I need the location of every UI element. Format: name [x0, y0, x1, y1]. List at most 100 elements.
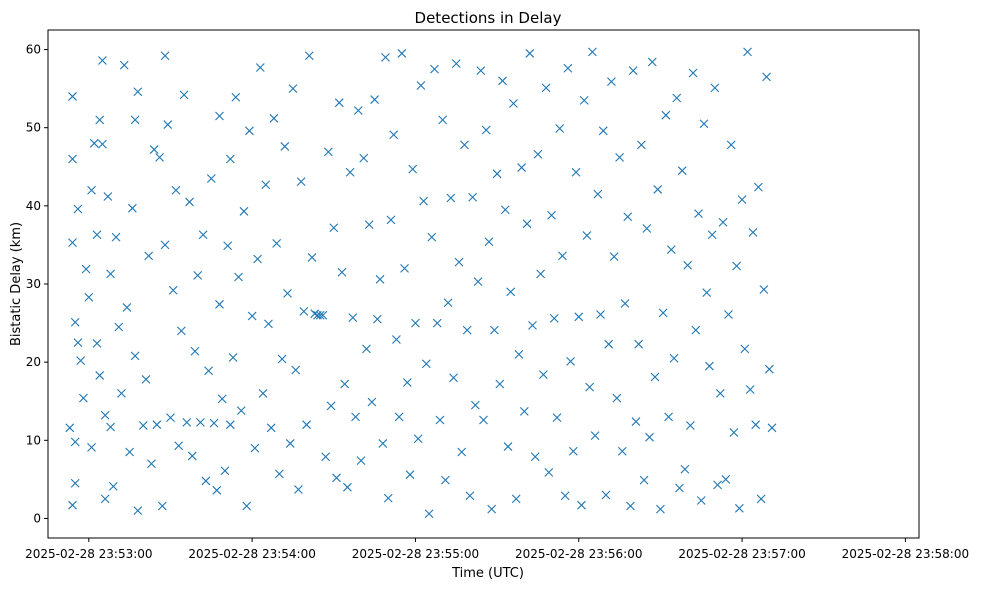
data-point-marker — [617, 446, 627, 456]
data-point-marker — [402, 378, 412, 387]
data-point-marker — [577, 500, 586, 510]
data-point-marker — [258, 389, 268, 398]
data-point-marker — [367, 397, 377, 407]
data-point-marker — [130, 351, 140, 361]
data-point-marker — [634, 339, 644, 349]
data-point-marker — [672, 93, 682, 103]
data-point-marker — [416, 81, 426, 90]
data-point-marker — [87, 185, 96, 195]
x-axis-label: Time (UTC) — [451, 566, 524, 581]
data-point-marker — [449, 373, 458, 383]
data-point-marker — [351, 412, 360, 422]
data-point-marker — [713, 480, 722, 490]
data-point-marker — [685, 421, 695, 430]
y-tick-label: 10 — [26, 433, 41, 447]
data-point-marker — [236, 406, 246, 415]
y-tick-label: 20 — [26, 355, 41, 369]
data-point-marker — [307, 253, 317, 262]
data-point-marker — [78, 393, 88, 403]
data-point-marker — [438, 115, 448, 125]
data-point-marker — [454, 257, 464, 267]
data-point-marker — [620, 299, 630, 308]
data-point-marker — [549, 313, 559, 323]
data-point-marker — [133, 87, 143, 97]
data-point-marker — [294, 485, 303, 494]
data-point-marker — [552, 413, 562, 423]
data-point-marker — [310, 309, 320, 319]
data-point-marker — [762, 72, 771, 82]
data-point-marker — [81, 264, 91, 274]
data-point-marker — [446, 193, 456, 203]
data-point-marker — [394, 412, 404, 422]
data-point-marker — [84, 292, 94, 302]
data-point-marker — [190, 346, 200, 356]
data-point-marker — [525, 49, 535, 58]
data-point-marker — [743, 47, 752, 57]
data-point-marker — [280, 142, 290, 151]
data-point-marker — [645, 432, 654, 442]
data-point-marker — [571, 167, 581, 177]
data-point-marker — [563, 63, 573, 73]
data-point-marker — [732, 261, 742, 271]
data-point-marker — [612, 393, 622, 403]
data-point-marker — [506, 287, 516, 297]
data-point-marker — [756, 494, 766, 504]
data-point-marker — [304, 51, 314, 61]
data-point-marker — [541, 83, 551, 93]
data-point-marker — [710, 83, 720, 93]
points-layer — [65, 47, 777, 519]
data-point-marker — [68, 238, 77, 247]
data-point-marker — [187, 451, 197, 461]
data-point-marker — [70, 317, 80, 327]
data-point-marker — [495, 379, 505, 389]
x-tick-label: 2025-02-28 23:57:00 — [678, 547, 805, 561]
data-point-marker — [623, 212, 633, 222]
data-point-marker — [127, 203, 137, 213]
data-point-marker — [185, 197, 194, 207]
data-point-marker — [601, 490, 611, 500]
data-point-marker — [364, 220, 374, 229]
data-point-marker — [476, 66, 486, 76]
data-point-marker — [234, 272, 243, 282]
data-point-marker — [748, 228, 758, 237]
data-point-marker — [509, 99, 518, 108]
data-point-marker — [119, 60, 129, 70]
data-point-marker — [392, 335, 401, 344]
y-axis-ticks: 0 10 20 30 40 50 60 — [26, 43, 48, 525]
data-point-marker — [582, 231, 592, 240]
data-point-marker — [642, 224, 652, 233]
data-point-marker — [661, 110, 671, 120]
data-point-marker — [683, 260, 693, 270]
data-point-marker — [424, 509, 434, 519]
data-point-marker — [560, 491, 570, 501]
data-point-marker — [209, 418, 219, 428]
y-tick-label: 60 — [26, 43, 41, 57]
data-point-marker — [740, 344, 750, 354]
data-point-marker — [590, 431, 600, 441]
data-point-marker — [147, 459, 156, 469]
data-point-marker — [95, 371, 105, 380]
data-point-marker — [514, 349, 524, 359]
data-point-marker — [168, 285, 178, 295]
data-point-marker — [152, 420, 162, 430]
data-point-marker — [130, 115, 140, 125]
data-point-marker — [103, 192, 113, 201]
data-point-marker — [345, 167, 355, 177]
data-point-marker — [430, 64, 439, 74]
data-point-marker — [538, 370, 548, 380]
data-point-marker — [413, 434, 423, 444]
data-point-marker — [721, 474, 731, 484]
data-point-marker — [76, 356, 86, 365]
data-point-marker — [225, 154, 235, 164]
data-point-marker — [193, 271, 203, 280]
data-point-marker — [432, 318, 442, 328]
data-point-marker — [283, 288, 292, 298]
data-point-marker — [266, 423, 276, 433]
data-point-marker — [157, 501, 167, 511]
data-point-marker — [343, 482, 352, 492]
data-point-marker — [511, 494, 521, 504]
data-point-marker — [212, 485, 222, 495]
data-point-marker — [359, 153, 369, 163]
